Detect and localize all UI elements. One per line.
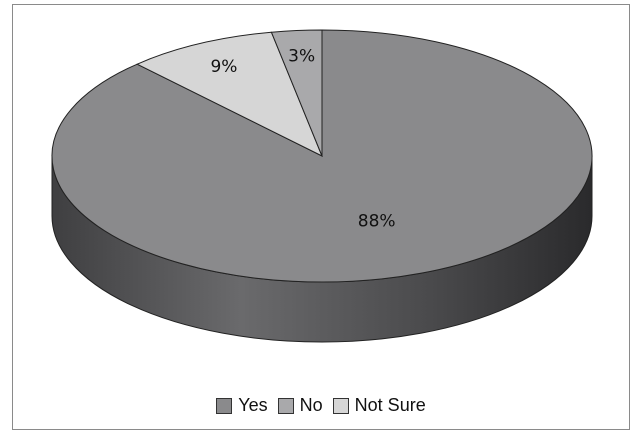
data-label-not-sure: 9% <box>210 57 237 77</box>
legend-swatch-yes <box>216 397 233 414</box>
pie-slice-yes <box>51 29 593 283</box>
pie-top-faces <box>51 29 593 283</box>
legend-swatch-no <box>277 397 294 414</box>
pie-data-labels: 88% 9% 3% <box>210 47 395 232</box>
data-label-no: 3% <box>288 47 315 67</box>
pie-slice-no <box>270 29 323 157</box>
legend-item-not-sure: Not Sure <box>332 395 426 416</box>
legend-swatch-not-sure <box>332 397 349 414</box>
legend-label-no: No <box>299 395 323 415</box>
legend: Yes No Not Sure <box>13 395 629 416</box>
legend-label-not-sure: Not Sure <box>354 395 426 415</box>
legend-label-yes: Yes <box>238 395 268 415</box>
pie-chart: 88% 9% 3% <box>51 29 593 343</box>
legend-item-yes: Yes <box>216 395 268 416</box>
pie-slice-not-sure <box>135 31 323 158</box>
legend-item-no: No <box>277 395 323 416</box>
chart-frame: 88% 9% 3% Yes No Not Sure <box>12 4 630 430</box>
data-label-yes: 88% <box>358 211 396 231</box>
